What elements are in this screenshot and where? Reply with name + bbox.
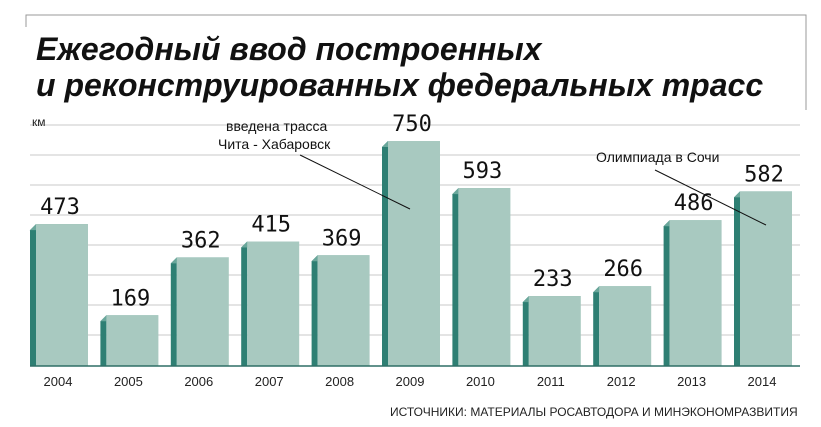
bar-side [452,188,459,366]
bar-2004 [30,224,88,366]
bar-2011 [522,296,581,366]
bar-face [388,141,440,366]
bar-face [599,286,652,366]
x-tick-2004: 2004 [44,374,73,389]
value-label-2006: 362 [181,228,221,253]
bar-side [100,315,107,366]
x-tick-2005: 2005 [114,374,143,389]
bar-side [522,296,529,366]
value-label-2004: 473 [40,195,80,220]
value-labels: 473 169 362 415 369 750 593 233 266 486 582 [40,112,784,311]
bar-side [170,257,177,366]
x-tick-2013: 2013 [677,374,706,389]
bar-face [36,224,88,366]
annotation-2009-leader [299,154,411,210]
x-tick-2012: 2012 [607,374,636,389]
x-tick-2007: 2007 [255,374,284,389]
bar-face [176,257,229,366]
value-label-2012: 266 [603,257,643,282]
y-axis-unit: км [32,115,46,129]
annotation-2009-line-1: введена трасса [226,118,328,134]
bar-face [106,315,159,366]
bar-2013 [663,220,722,366]
annotation-2014-leader [654,169,767,226]
bar-2014 [734,191,792,366]
value-label-2010: 593 [463,159,503,184]
value-label-2005: 169 [111,286,151,311]
value-label-2007: 415 [251,213,291,238]
bar-face [247,241,300,366]
x-tick-2006: 2006 [184,374,213,389]
x-tick-2010: 2010 [466,374,495,389]
x-tick-2008: 2008 [325,374,354,389]
value-label-2009: 750 [392,112,432,137]
bar-2008 [311,255,370,366]
x-tick-2011: 2011 [537,374,565,389]
bar-2010 [452,188,511,366]
bar-2006 [170,257,229,366]
chart-title-line-1: Ежегодный ввод построенных [36,31,543,67]
bar-2007 [241,241,300,366]
bar-face [317,255,370,366]
bar-face [528,296,581,366]
bars [30,141,792,366]
x-tick-2009: 2009 [396,374,425,389]
bar-2005 [100,315,159,366]
bar-side [382,141,388,366]
annotation-2009-line-2: Чита - Хабаровск [218,136,331,152]
chart-title-line-2: и реконструированных федеральных трасс [36,67,763,103]
value-label-2011: 233 [533,267,573,292]
value-label-2014: 582 [744,162,784,187]
bar-2012 [593,286,652,366]
bar-side [241,241,248,366]
value-label-2013: 486 [674,191,714,216]
bar-side [734,191,740,366]
bar-face [740,191,792,366]
bar-face [458,188,511,366]
value-label-2008: 369 [322,226,362,251]
annotation-2014-line-1: Олимпиада в Сочи [596,149,719,165]
bar-face [669,220,722,366]
source-note: ИСТОЧНИКИ: МАТЕРИАЛЫ РОСАВТОДОРА И МИНЭК… [390,405,798,419]
x-tick-labels: 2004 2005 2006 2007 2008 2009 2010 2011 2012 2013… [44,374,777,389]
bar-side [593,286,600,366]
bar-side [663,220,670,366]
bar-2009 [382,141,440,366]
bar-side [311,255,318,366]
title-frame [25,14,807,110]
bar-side [30,224,36,366]
x-tick-2014: 2014 [748,374,777,389]
